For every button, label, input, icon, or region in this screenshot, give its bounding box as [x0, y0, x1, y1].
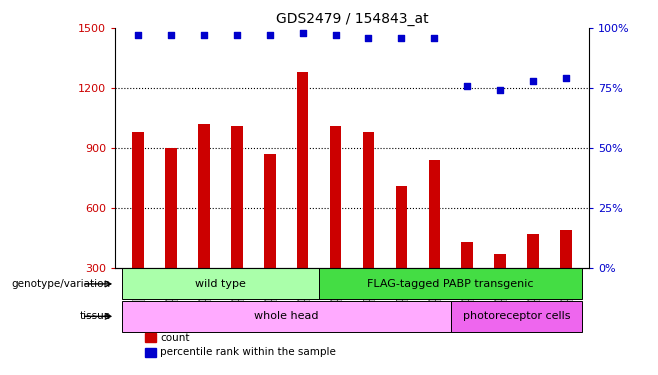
Bar [145, 348, 157, 357]
Bar [165, 148, 177, 268]
Point [133, 32, 143, 38]
Text: wild type: wild type [195, 279, 246, 289]
Text: tissue: tissue [79, 311, 111, 321]
Text: GSM30902: GSM30902 [528, 270, 538, 320]
Bar [122, 301, 451, 332]
Bar [122, 268, 319, 300]
Bar [395, 186, 407, 268]
Text: GSM30827: GSM30827 [232, 270, 241, 320]
Point [232, 32, 242, 38]
Text: GSM30824: GSM30824 [134, 270, 143, 320]
Point [429, 35, 440, 41]
Point [561, 75, 571, 81]
Bar [527, 234, 539, 268]
Point [166, 32, 176, 38]
Bar [198, 124, 210, 268]
Bar [560, 230, 572, 268]
Text: genotype/variation: genotype/variation [11, 279, 111, 289]
Point [330, 32, 341, 38]
Text: FLAG-tagged PABP transgenic: FLAG-tagged PABP transgenic [367, 279, 534, 289]
Text: GSM30835: GSM30835 [430, 270, 439, 320]
Point [363, 35, 374, 41]
Text: whole head: whole head [254, 311, 318, 321]
Text: GSM30833: GSM30833 [364, 270, 373, 320]
Bar [330, 126, 342, 268]
Point [265, 32, 275, 38]
Text: GSM30826: GSM30826 [199, 270, 209, 320]
Text: percentile rank within the sample: percentile rank within the sample [160, 348, 336, 357]
Point [462, 82, 472, 88]
Bar [145, 333, 157, 342]
Bar [363, 132, 374, 268]
Bar [319, 268, 582, 300]
Text: count: count [160, 333, 190, 343]
Point [528, 78, 538, 84]
Text: photoreceptor cells: photoreceptor cells [463, 311, 570, 321]
Text: GSM30900: GSM30900 [463, 270, 472, 320]
Text: GSM30828: GSM30828 [265, 270, 274, 320]
Bar [494, 254, 506, 268]
Point [297, 30, 308, 36]
Text: GSM30825: GSM30825 [166, 270, 176, 320]
Bar [132, 132, 144, 268]
Text: GSM30832: GSM30832 [331, 270, 340, 320]
Bar [231, 126, 243, 268]
Text: GSM30903: GSM30903 [561, 270, 570, 320]
Point [396, 35, 407, 41]
Point [199, 32, 209, 38]
Bar [297, 72, 309, 268]
Text: GSM30834: GSM30834 [397, 270, 406, 320]
Bar [264, 154, 276, 268]
Bar [451, 301, 582, 332]
Bar [428, 160, 440, 268]
Point [495, 87, 505, 93]
Bar [461, 242, 473, 268]
Title: GDS2479 / 154843_at: GDS2479 / 154843_at [276, 12, 428, 26]
Text: GSM30830: GSM30830 [298, 270, 307, 320]
Text: GSM30901: GSM30901 [495, 270, 505, 320]
